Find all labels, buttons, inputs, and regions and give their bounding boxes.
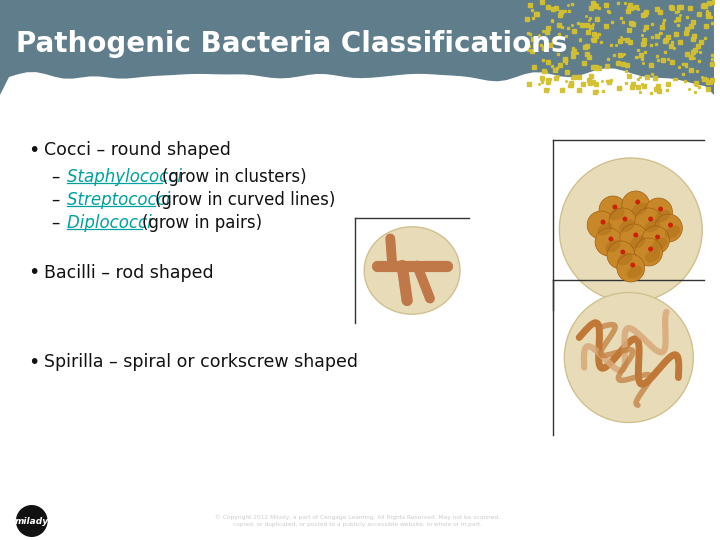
Ellipse shape xyxy=(426,105,464,131)
Circle shape xyxy=(658,206,663,212)
Text: •: • xyxy=(28,264,39,282)
Text: Spirilla – spiral or corkscrew shaped: Spirilla – spiral or corkscrew shaped xyxy=(44,353,358,371)
Circle shape xyxy=(599,196,627,224)
Ellipse shape xyxy=(665,226,680,239)
Circle shape xyxy=(648,246,653,252)
Circle shape xyxy=(609,208,636,236)
Ellipse shape xyxy=(609,207,625,220)
Circle shape xyxy=(564,293,693,422)
Ellipse shape xyxy=(654,210,670,222)
Ellipse shape xyxy=(127,102,183,126)
Polygon shape xyxy=(0,68,714,540)
Circle shape xyxy=(644,198,672,226)
Circle shape xyxy=(587,211,615,239)
Circle shape xyxy=(613,205,617,210)
Text: (grow in pairs): (grow in pairs) xyxy=(142,214,262,232)
Circle shape xyxy=(620,224,648,252)
Circle shape xyxy=(608,237,613,241)
Ellipse shape xyxy=(598,222,613,235)
Ellipse shape xyxy=(29,93,60,125)
Text: (grow in clusters): (grow in clusters) xyxy=(162,168,307,186)
Circle shape xyxy=(654,214,683,242)
Bar xyxy=(0,0,714,95)
Circle shape xyxy=(634,233,638,238)
Ellipse shape xyxy=(630,235,645,248)
Text: •: • xyxy=(28,353,39,372)
Text: Diplococci: Diplococci xyxy=(68,214,158,232)
Ellipse shape xyxy=(9,96,54,126)
Circle shape xyxy=(635,208,662,236)
Text: •: • xyxy=(28,140,39,159)
Circle shape xyxy=(655,234,660,240)
Text: STANDARD COSMETOLOGY INSTRUCTOR SUPPORT SLIDES: STANDARD COSMETOLOGY INSTRUCTOR SUPPORT … xyxy=(12,485,305,494)
Text: MILADY: MILADY xyxy=(12,470,59,480)
Ellipse shape xyxy=(645,220,660,232)
Text: ✶ CENGAGE: ✶ CENGAGE xyxy=(666,515,708,521)
Ellipse shape xyxy=(645,249,660,262)
Text: Pathogenic Bacteria Classifications: Pathogenic Bacteria Classifications xyxy=(16,30,567,57)
Ellipse shape xyxy=(294,88,364,123)
Text: –: – xyxy=(52,214,60,232)
Circle shape xyxy=(607,241,635,269)
Text: Staphylococci: Staphylococci xyxy=(68,168,188,186)
Ellipse shape xyxy=(632,202,647,215)
Ellipse shape xyxy=(619,220,634,232)
Circle shape xyxy=(635,238,662,266)
Circle shape xyxy=(635,199,640,205)
Circle shape xyxy=(16,505,48,537)
Text: (grow in curved lines): (grow in curved lines) xyxy=(155,191,336,209)
Bar xyxy=(0,502,714,540)
Text: © Copyright 2012 Milady, a part of Cengage Learning. All Rights Reserved. May no: © Copyright 2012 Milady, a part of Cenga… xyxy=(215,515,500,528)
Circle shape xyxy=(559,158,702,302)
Text: Streptococci: Streptococci xyxy=(68,191,176,209)
Circle shape xyxy=(622,217,627,221)
Ellipse shape xyxy=(652,238,667,251)
Text: Bacilli – rod shaped: Bacilli – rod shaped xyxy=(44,264,213,282)
Circle shape xyxy=(617,254,644,282)
Circle shape xyxy=(668,222,673,227)
Ellipse shape xyxy=(617,253,633,266)
Text: Cocci – round shaped: Cocci – round shaped xyxy=(44,141,230,159)
Text: –: – xyxy=(52,168,60,186)
Circle shape xyxy=(648,217,653,221)
Circle shape xyxy=(621,249,626,254)
Text: –: – xyxy=(52,191,60,209)
Ellipse shape xyxy=(627,266,642,279)
Circle shape xyxy=(630,262,635,267)
Ellipse shape xyxy=(364,227,460,314)
Circle shape xyxy=(622,191,649,219)
Text: Learning: Learning xyxy=(672,523,703,529)
Ellipse shape xyxy=(606,240,621,252)
Circle shape xyxy=(642,226,670,254)
Text: milady: milady xyxy=(14,516,49,525)
Circle shape xyxy=(595,228,623,256)
Circle shape xyxy=(600,219,606,225)
Ellipse shape xyxy=(258,98,305,131)
